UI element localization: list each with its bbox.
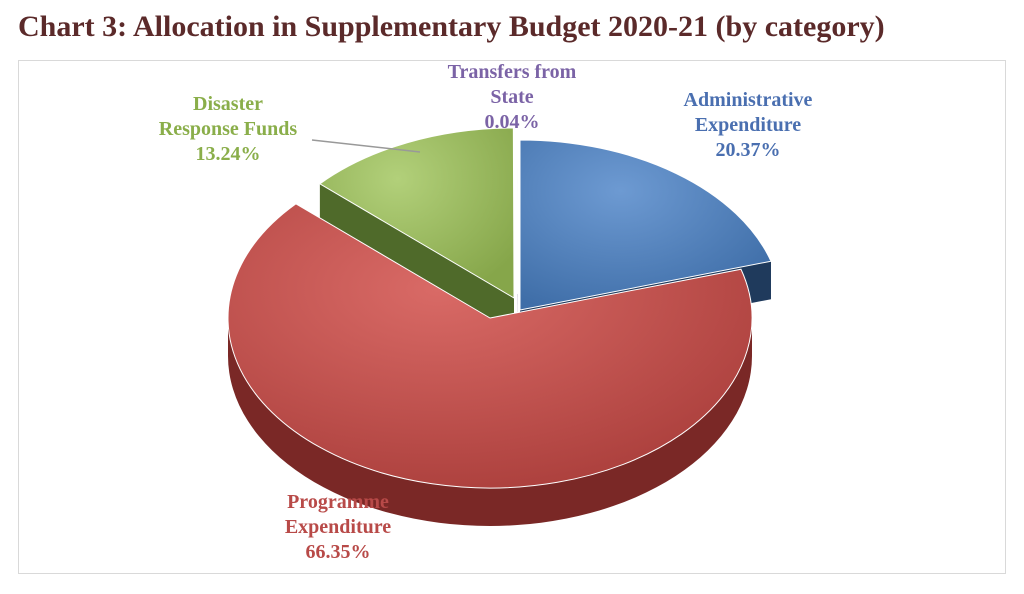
chart-frame [18,60,1006,574]
pie-slice-transfers [516,123,519,295]
pie-slice-disaster [318,127,515,299]
pie-cut-face-disaster-0 [319,183,514,336]
leader-line-disaster [311,139,421,153]
slice-label-disaster: Disaster Response Funds 13.24% [159,93,298,165]
slice-label-administrative: Administrative Expenditure 20.37% [684,89,813,161]
slice-label-programme: Programme Expenditure 66.35% [285,491,391,563]
pie-slice-administrative [519,139,772,311]
slice-label-transfers: Transfers from State 0.04% [448,61,577,133]
pie-side-programme [228,318,752,526]
chart-title: Chart 3: Allocation in Supplementary Bud… [18,10,885,43]
pie-slice-programme [227,203,753,489]
